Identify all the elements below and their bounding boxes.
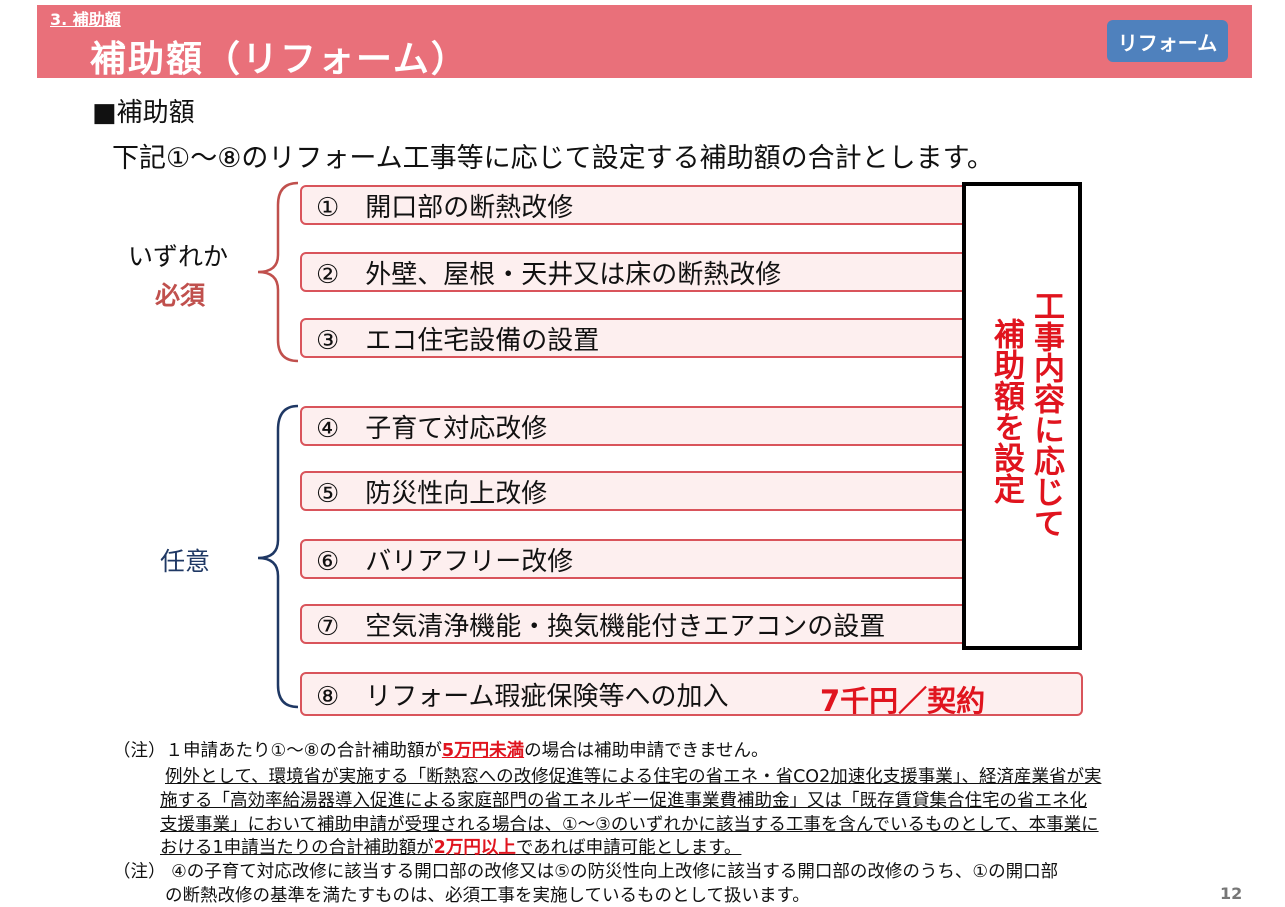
required-label-2: 必須 xyxy=(155,281,206,310)
amount-note-col2: 補助額を設定 xyxy=(988,318,1024,504)
lead-text: 下記①～⑧のリフォーム工事等に応じて設定する補助額の合計とします。 xyxy=(112,143,994,174)
note-1-line-1: （注）１申請あたり①～⑧の合計補助額が5万円未満の場合は補助申請できません。 xyxy=(113,737,769,762)
reform-badge: リフォーム xyxy=(1107,20,1228,62)
item-7: ⑦ 空気清浄機能・換気機能付きエアコンの設置 xyxy=(300,604,975,644)
note-2-line-2: の断熱改修の基準を満たすものは、必須工事を実施しているものとして扱います。 xyxy=(165,886,810,906)
note-1-line-5: おける1申請当たりの合計補助額が2万円以上であれば申請可能とします。 xyxy=(160,834,741,859)
group-braces xyxy=(257,181,299,709)
section-label: 3. 補助額 xyxy=(50,10,121,29)
note-1-line-2: 例外として、環境省が実施する「断熱窓への改修促進等による住宅の省エネ・省CO2加… xyxy=(165,767,1102,787)
header-bar xyxy=(37,5,1252,78)
note-2-line-1: （注） ④の子育て対応改修に該当する開口部の改修又は⑤の防災性向上改修に該当する… xyxy=(113,862,1059,882)
optional-brace xyxy=(257,404,299,709)
item-6: ⑥ バリアフリー改修 xyxy=(300,539,975,579)
item-4: ④ 子育て対応改修 xyxy=(300,406,975,446)
note-highlight: 5万円未満 xyxy=(441,741,525,761)
note-text: おける1申請当たりの合計補助額が xyxy=(160,838,434,858)
item-8-price: 7千円／契約 xyxy=(820,684,986,718)
note-1-line-3: 施する「高効率給湯器導入促進による家庭部門の省エネルギー促進事業費補助金」又は「… xyxy=(160,791,1087,811)
note-text: であれば申請可能とします。 xyxy=(515,838,742,858)
optional-label: 任意 xyxy=(160,547,211,576)
required-brace xyxy=(257,181,299,363)
amount-note-col1: 工事内容に応じて xyxy=(1028,290,1064,538)
note-text: の場合は補助申請できません。 xyxy=(524,741,769,761)
page-number: 12 xyxy=(1220,884,1243,903)
item-2: ② 外壁、屋根・天井又は床の断熱改修 xyxy=(300,252,975,292)
amount-note-box xyxy=(962,182,1082,650)
item-3: ③ エコ住宅設備の設置 xyxy=(300,318,975,358)
item-1: ① 開口部の断熱改修 xyxy=(300,185,975,225)
section-heading: ■補助額 xyxy=(92,98,195,128)
item-8: ⑧ リフォーム瑕疵保険等への加入 xyxy=(300,672,1083,716)
note-text: （注）１申請あたり①～⑧の合計補助額が xyxy=(113,741,442,761)
required-label-1: いずれか xyxy=(128,242,229,271)
item-5: ⑤ 防災性向上改修 xyxy=(300,471,975,511)
page-title: 補助額（リフォーム） xyxy=(90,39,469,80)
note-1-line-4: 支援事業」において補助申請が受理される場合は、①～③のいずれかに該当する工事を含… xyxy=(160,815,1099,835)
note-highlight: 2万円以上 xyxy=(433,838,516,858)
